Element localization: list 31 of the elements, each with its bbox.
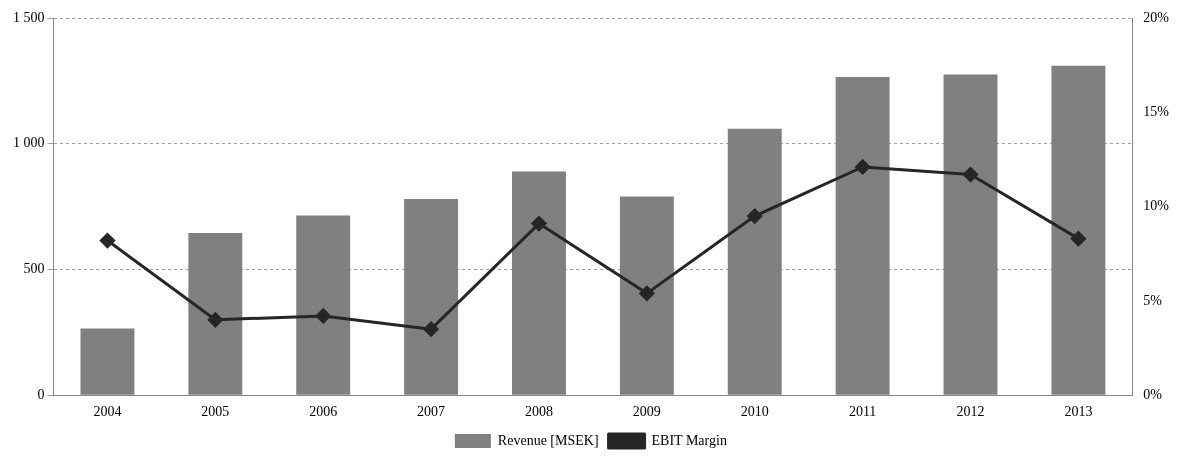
x-tick-label: 2013	[1064, 404, 1093, 420]
y2-tick-label: 20%	[1143, 9, 1170, 25]
point	[531, 216, 547, 232]
x-tick-label: 2011	[848, 404, 877, 420]
x-tick-label: 2009	[632, 404, 661, 420]
x-tick-label: 2010	[740, 404, 769, 420]
y-tick-label: 1 500	[13, 9, 45, 25]
point	[963, 167, 979, 183]
point	[855, 159, 871, 175]
y-tick-label: 0	[37, 386, 45, 402]
x-tick-label: 2012	[956, 404, 985, 420]
x-tick-label: 2006	[309, 404, 338, 420]
x-tick-label: 2008	[524, 404, 553, 420]
point	[207, 312, 223, 328]
x-tick-label: 2004	[93, 404, 122, 420]
y2-tick-label: 5%	[1143, 292, 1163, 308]
y2-tick-label: 15%	[1143, 103, 1170, 119]
point	[747, 208, 763, 224]
point	[99, 233, 115, 249]
point	[315, 308, 331, 324]
point	[423, 321, 439, 337]
point	[639, 285, 655, 301]
x-tick-label: 2005	[201, 404, 230, 420]
y2-tick-label: 10%	[1143, 198, 1170, 214]
x-tick-label: 2007	[417, 404, 446, 420]
y-tick-label: 500	[23, 261, 45, 277]
y-tick-label: 1 000	[13, 135, 45, 151]
legend-label: EBIT Margin	[651, 432, 727, 448]
legend-label: Revenue [MSEK]	[497, 432, 599, 448]
point	[1070, 231, 1086, 247]
y2-tick-label: 0%	[1143, 386, 1163, 402]
